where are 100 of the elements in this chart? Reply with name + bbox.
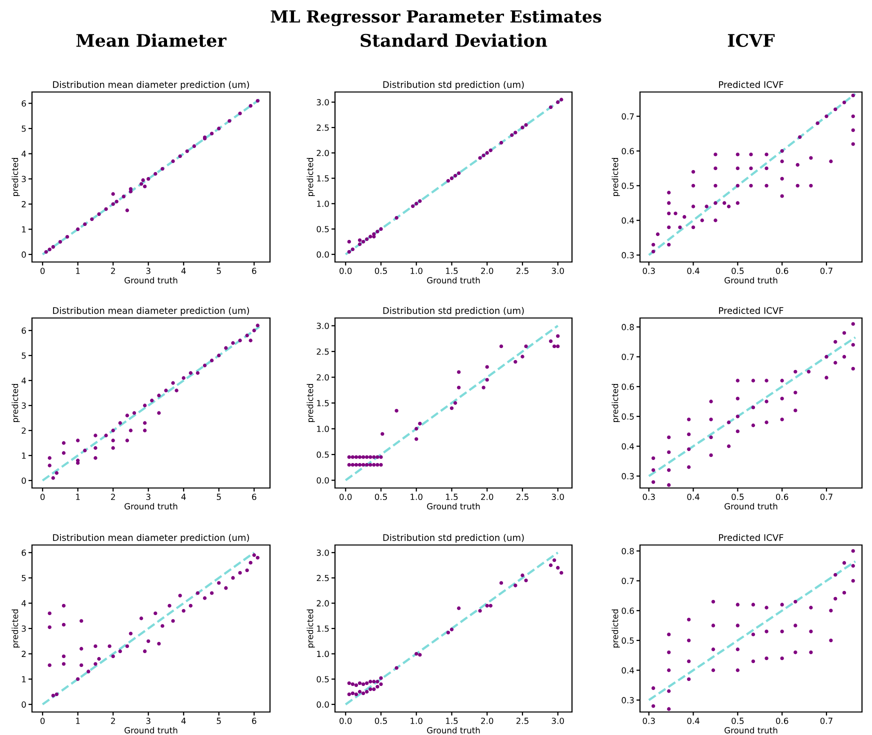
point xyxy=(450,176,454,180)
point xyxy=(780,602,784,606)
point xyxy=(514,130,518,134)
point xyxy=(704,204,708,208)
text: ML Regressor Parameter Estimates xyxy=(270,10,602,26)
x-tick-label: 2.5 xyxy=(516,268,528,274)
y-tick-label: 0.5 xyxy=(622,182,634,189)
point xyxy=(552,558,556,562)
chart-subtitle: Standard Deviation xyxy=(360,34,548,47)
point xyxy=(248,338,252,342)
x-tick-label: 0.0 xyxy=(340,268,352,274)
x-axis-title: Ground truth xyxy=(724,727,778,734)
x-tick-label: 0 xyxy=(40,718,45,724)
y-tick-label: 5 xyxy=(22,574,26,582)
point xyxy=(168,604,172,608)
y-tick-label: 0 xyxy=(22,701,26,708)
y-tick-label: 3 xyxy=(22,402,26,409)
point xyxy=(350,682,355,686)
point xyxy=(358,455,362,459)
y-tick-label: 0.0 xyxy=(316,477,329,484)
x-tick-label: 1.5 xyxy=(446,718,458,724)
point xyxy=(780,378,784,382)
point xyxy=(667,650,671,654)
point xyxy=(171,619,175,623)
point xyxy=(667,450,671,454)
point xyxy=(354,692,358,696)
point xyxy=(414,426,418,431)
point xyxy=(780,656,784,660)
point xyxy=(54,471,59,475)
point xyxy=(178,154,182,158)
x-axis-title: Ground truth xyxy=(124,727,178,734)
x-tick-label: 0.0 xyxy=(340,718,352,724)
y-tick-label: 1 xyxy=(22,676,26,682)
point xyxy=(842,561,846,565)
point xyxy=(358,690,362,694)
y-tick-label: 2 xyxy=(22,427,26,434)
y-tick-label: 1.0 xyxy=(317,650,329,658)
x-tick-label: 1.0 xyxy=(410,494,422,500)
y-tick-label: 1 xyxy=(22,452,26,459)
point xyxy=(128,428,133,432)
point xyxy=(667,225,671,230)
point xyxy=(210,132,214,136)
point xyxy=(824,354,828,359)
point xyxy=(142,421,147,425)
point xyxy=(358,242,362,246)
point xyxy=(687,465,691,469)
point xyxy=(851,343,855,347)
point xyxy=(365,462,369,467)
point xyxy=(796,163,800,167)
point xyxy=(358,462,362,467)
y-tick-label: 3.0 xyxy=(316,99,329,106)
x-tick-label: 1 xyxy=(76,268,80,274)
y-axis-title: predicted xyxy=(12,158,20,196)
x-tick-label: 6 xyxy=(252,718,256,724)
point xyxy=(76,458,80,462)
point xyxy=(751,406,756,410)
point xyxy=(376,680,380,684)
x-tick-label: 0.7 xyxy=(820,494,832,500)
point xyxy=(379,462,383,467)
point xyxy=(125,644,130,648)
x-axis-title: Ground truth xyxy=(724,277,778,284)
x-tick-label: 6 xyxy=(252,494,256,500)
point xyxy=(456,606,461,610)
point xyxy=(150,398,154,402)
point xyxy=(499,344,504,348)
y-tick-label: 1.5 xyxy=(317,400,329,406)
point xyxy=(736,184,740,188)
point xyxy=(842,100,846,104)
point xyxy=(714,152,718,156)
point xyxy=(520,574,524,578)
point xyxy=(726,420,731,424)
point xyxy=(548,339,553,344)
y-tick-label: 0.0 xyxy=(316,251,329,258)
point xyxy=(751,632,756,636)
x-tick-label: 0.5 xyxy=(732,494,744,500)
point xyxy=(736,414,740,418)
point xyxy=(726,204,731,208)
point xyxy=(372,680,376,684)
point xyxy=(851,578,855,583)
point xyxy=(379,227,383,231)
point xyxy=(372,234,376,238)
point xyxy=(556,566,560,570)
point xyxy=(361,682,366,686)
point xyxy=(139,616,144,620)
y-tick-label: 5 xyxy=(22,126,26,132)
x-tick-label: 2.5 xyxy=(516,718,528,724)
point xyxy=(751,659,756,664)
point xyxy=(691,204,696,208)
y-axis-title: predicted xyxy=(306,609,315,648)
point xyxy=(520,354,524,358)
point xyxy=(394,408,398,413)
point xyxy=(196,591,200,595)
point xyxy=(514,360,518,364)
point xyxy=(446,178,450,183)
point xyxy=(361,691,366,696)
y-tick-label: 0.5 xyxy=(316,451,329,458)
point xyxy=(196,371,200,375)
point xyxy=(94,434,98,438)
point xyxy=(48,456,52,460)
point xyxy=(794,408,798,412)
